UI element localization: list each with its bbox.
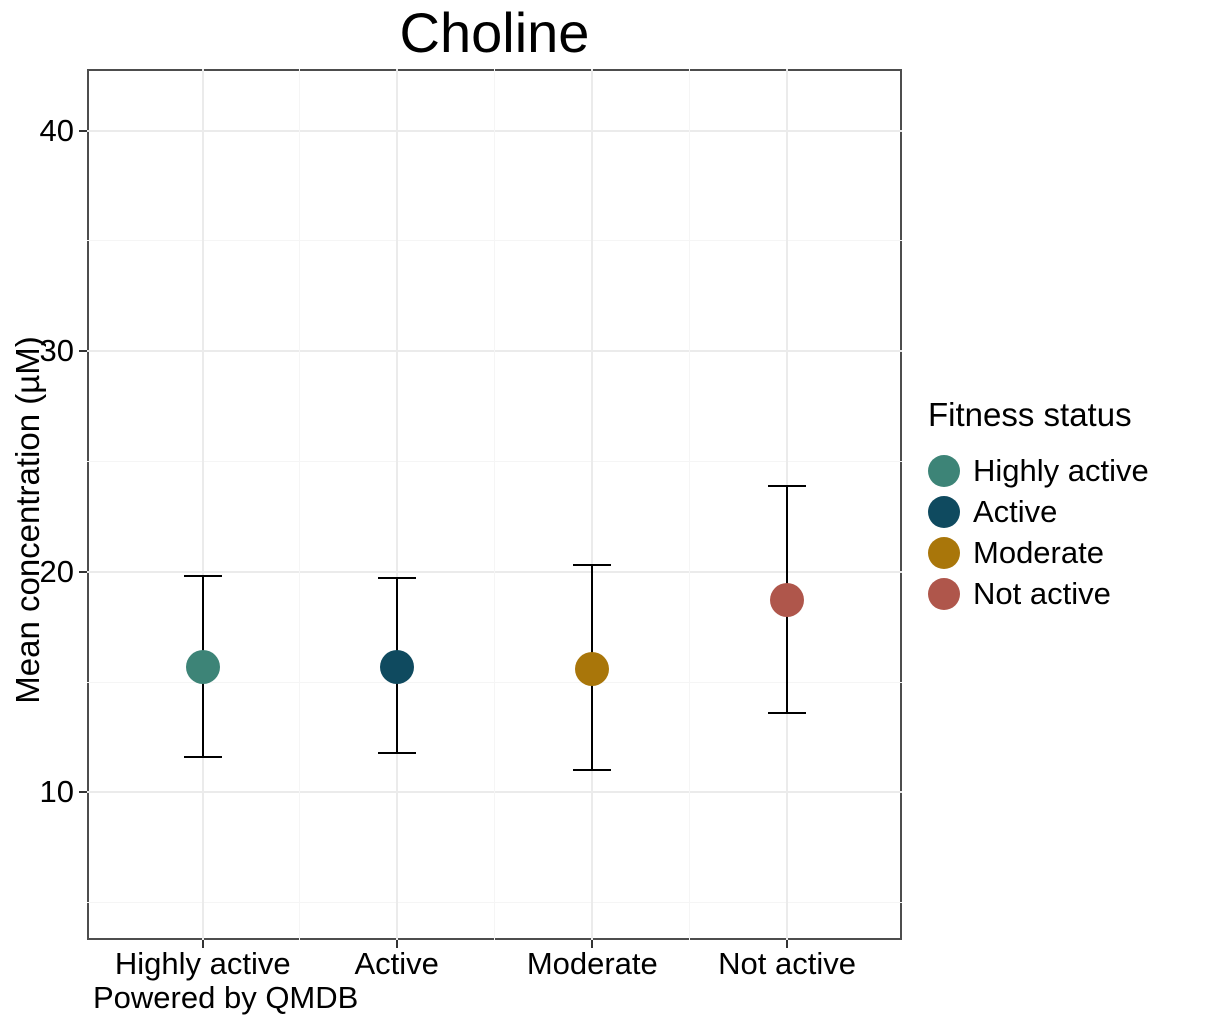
caption: Powered by QMDB: [93, 980, 359, 1015]
x-tick-label-moderate: Moderate: [526, 946, 658, 981]
legend-label-highly-active: Highly active: [973, 452, 1149, 488]
plot-panel: [87, 69, 902, 940]
legend-item-active: Active: [928, 491, 1210, 532]
legend-title: Fitness status: [928, 396, 1132, 433]
data-point-active: [379, 649, 414, 684]
legend-item-highly-active: Highly active: [928, 450, 1210, 491]
gridline-minor-x-3: [689, 69, 691, 940]
legend-item-not-active: Not active: [928, 573, 1210, 614]
x-tick-mark-moderate: [591, 940, 594, 948]
y-tick-label-40: 40: [39, 112, 74, 148]
data-point-not-active: [770, 583, 805, 618]
legend-item-moderate: Moderate: [928, 532, 1210, 573]
legend-label-not-active: Not active: [973, 575, 1111, 611]
x-tick-label-active: Active: [354, 946, 439, 981]
error-bar-cap-bottom-not-active: [768, 711, 807, 714]
legend-swatch-moderate-icon: [928, 536, 960, 569]
legend-label-active: Active: [973, 493, 1058, 529]
x-tick-label-highly-active: Highly active: [114, 946, 291, 981]
legend-swatch-highly-active-icon: [928, 454, 960, 487]
y-tick-mark-20: [79, 570, 87, 573]
error-bar-cap-top-highly-active: [183, 575, 222, 578]
y-tick-label-10: 10: [39, 774, 74, 810]
y-tick-label-30: 30: [39, 333, 74, 369]
legend-swatch-active-icon: [928, 495, 960, 528]
error-bar-cap-bottom-active: [377, 751, 416, 754]
y-tick-mark-30: [79, 350, 87, 353]
y-axis-title: Mean concentration (µM): [9, 336, 46, 704]
gridline-minor-x-2: [494, 69, 495, 940]
gridline-minor-x-1: [299, 69, 301, 940]
gridline-major-x-active: [395, 69, 398, 940]
legend-label-moderate: Moderate: [973, 534, 1104, 570]
chart-title: Choline: [399, 1, 590, 64]
x-tick-mark-active: [395, 940, 398, 948]
gridline-major-x-highly-active: [201, 69, 204, 940]
legend-items: Highly active Active Moderate Not active: [928, 450, 1210, 614]
data-point-moderate: [575, 651, 610, 686]
data-point-highly-active: [185, 649, 220, 684]
y-tick-mark-10: [79, 791, 87, 794]
error-bar-cap-bottom-moderate: [573, 769, 612, 772]
error-bar-cap-bottom-highly-active: [183, 755, 222, 758]
x-tick-mark-not-active: [786, 940, 789, 948]
legend-swatch-not-active-icon: [928, 577, 960, 610]
error-bar-cap-top-not-active: [768, 484, 807, 487]
error-bar-cap-top-moderate: [573, 564, 612, 567]
x-tick-mark-highly-active: [201, 940, 204, 948]
y-tick-mark-40: [79, 129, 87, 132]
error-bar-cap-top-active: [377, 577, 416, 580]
legend: Fitness status Highly active Active Modera…: [928, 396, 1210, 614]
y-tick-label-20: 20: [39, 553, 74, 589]
gridline-major-x-moderate: [591, 69, 594, 940]
x-tick-label-not-active: Not active: [718, 946, 856, 981]
